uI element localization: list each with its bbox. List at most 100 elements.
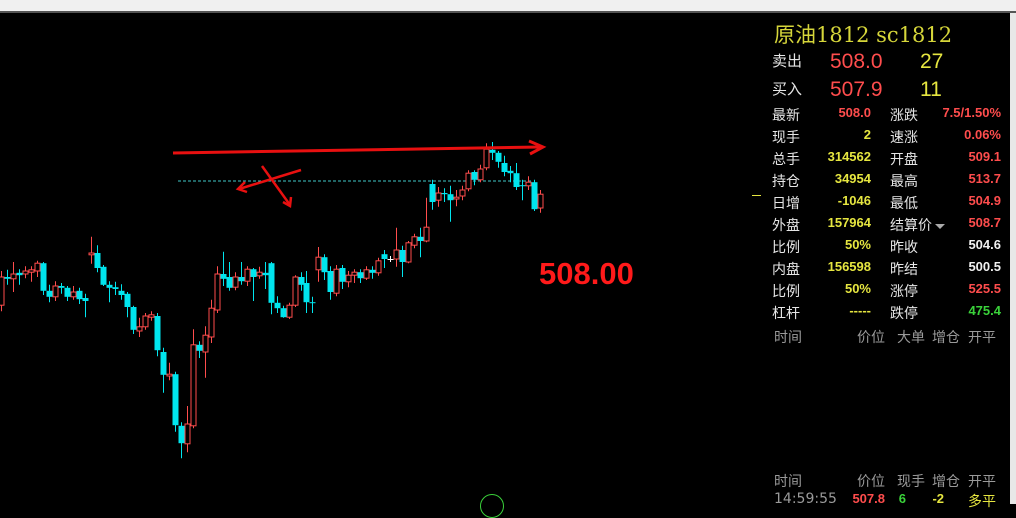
candle-body-down (220, 274, 227, 279)
quote-row: 比例 50% 涨停 525.5 (760, 281, 1010, 303)
current-price-label: 508.00 (539, 256, 634, 291)
candle-body-up (148, 314, 155, 318)
candle-body-up (190, 344, 197, 427)
price-marker (752, 195, 761, 196)
quote-value: 0.06% (964, 127, 1001, 142)
cross-arrow-line-down (260, 165, 292, 206)
quote-value: 157964 (827, 215, 871, 230)
column-header: 增仓 (932, 330, 960, 346)
window-edge (1010, 13, 1016, 504)
candle-body-down (513, 173, 520, 187)
candle-body-up (166, 373, 173, 377)
quote-label: 开盘 (890, 149, 918, 169)
quote-label-text: 昨结 (890, 262, 918, 278)
candle-body-down (160, 352, 167, 375)
candle-body-down (501, 163, 508, 172)
candle-body-up (393, 249, 400, 260)
candle-body-up (351, 271, 358, 276)
candle-body-down (196, 344, 203, 351)
candle-body-down (268, 263, 275, 303)
dropdown-arrow-icon[interactable] (935, 223, 945, 229)
candle-body-up (214, 273, 221, 311)
quote-label[interactable]: 结算价 (890, 215, 945, 235)
candle-body-up (453, 196, 460, 200)
bid-price: 507.9 (830, 78, 883, 101)
column-header: 开平 (968, 330, 996, 346)
quote-value: 504.9 (968, 193, 1001, 208)
candle-body-down (178, 425, 185, 444)
candle-body-up (286, 304, 293, 318)
quote-label-text: 涨停 (890, 284, 918, 300)
candle-body-down (507, 170, 514, 174)
candle-body-down (100, 266, 107, 285)
tick-time: 14:59:55 (774, 491, 837, 507)
bid-row: 买入 507.9 11 (760, 78, 1010, 101)
candle-body-up (375, 260, 382, 274)
top-toolbar (0, 0, 1016, 11)
candle-body-down (154, 316, 161, 351)
tick-volume: 6 (898, 491, 906, 506)
quote-label: 昨结 (890, 259, 918, 279)
quote-label: 涨停 (890, 281, 918, 301)
candle-body-up (411, 236, 418, 246)
candle-body-down (64, 287, 71, 297)
toolbar-divider (0, 11, 1016, 13)
quote-row: 日增 -1046 最低 504.9 (760, 193, 1010, 215)
candle-body-down (94, 253, 101, 268)
quote-label: 比例 (772, 284, 800, 300)
trend-arrow-line (172, 145, 541, 155)
quote-value: 34954 (834, 171, 871, 186)
candle-body-up (477, 168, 484, 181)
candle-body-down (262, 272, 269, 276)
candle-body-down (112, 287, 119, 289)
candle-body-up (405, 242, 412, 263)
candle-body-down (471, 172, 478, 180)
candle-body-up (256, 271, 263, 277)
candle-body-down (238, 277, 245, 282)
quote-row: 现手 2 速涨 0.06% (760, 127, 1010, 149)
quote-value: ----- (849, 303, 871, 318)
candle-body-down (495, 152, 502, 162)
quote-value: 475.4 (968, 303, 1001, 318)
quote-label: 杠杆 (772, 306, 800, 322)
candle-body-down (381, 254, 388, 259)
quote-label: 最低 (890, 193, 918, 213)
candle-body-up (22, 270, 29, 275)
candle-body-up (70, 291, 77, 298)
quote-label: 涨跌 (890, 105, 918, 125)
candle-body-down (172, 374, 179, 426)
quote-label-text: 速涨 (890, 130, 918, 146)
column-header: 增仓 (932, 474, 960, 490)
quote-panel: 原油1812 sc1812 卖出 508.0 27 买入 507.9 11 最新… (760, 13, 1010, 510)
quote-label: 外盘 (772, 218, 800, 234)
candle-body-down (327, 271, 334, 292)
candle-body-down (82, 298, 89, 301)
quote-label: 速涨 (890, 127, 918, 147)
candle-body-down (357, 272, 364, 279)
quote-value: 156598 (827, 259, 871, 274)
quote-value: 50% (844, 281, 871, 296)
quote-value: 500.5 (968, 259, 1001, 274)
candle-body-down (40, 263, 47, 291)
candle-body-down (298, 277, 305, 285)
quote-label-text: 跌停 (890, 306, 918, 322)
bid-label: 买入 (772, 80, 803, 98)
column-header: 时间 (774, 330, 802, 346)
tick-oi-change: -2 (932, 491, 944, 506)
quote-label: 日增 (772, 196, 800, 212)
candle-body-up (10, 273, 17, 280)
quote-label-text: 开盘 (890, 152, 918, 168)
quote-value: 2 (863, 127, 871, 142)
ask-volume: 27 (920, 50, 944, 73)
candle-body-up (34, 262, 41, 272)
candle-body-down (274, 302, 281, 309)
candle-body-up (28, 269, 35, 273)
candle-body-up (333, 268, 340, 294)
candle-body-up (459, 189, 466, 197)
quote-label-text: 涨跌 (890, 108, 918, 124)
candle-body-down (250, 269, 257, 277)
candle-body-down (369, 269, 376, 273)
candle-body-down (4, 277, 11, 279)
quote-row: 最新 508.0 涨跌 7.5/1.50% (760, 105, 1010, 127)
cross-arrow-line-left (238, 168, 302, 191)
